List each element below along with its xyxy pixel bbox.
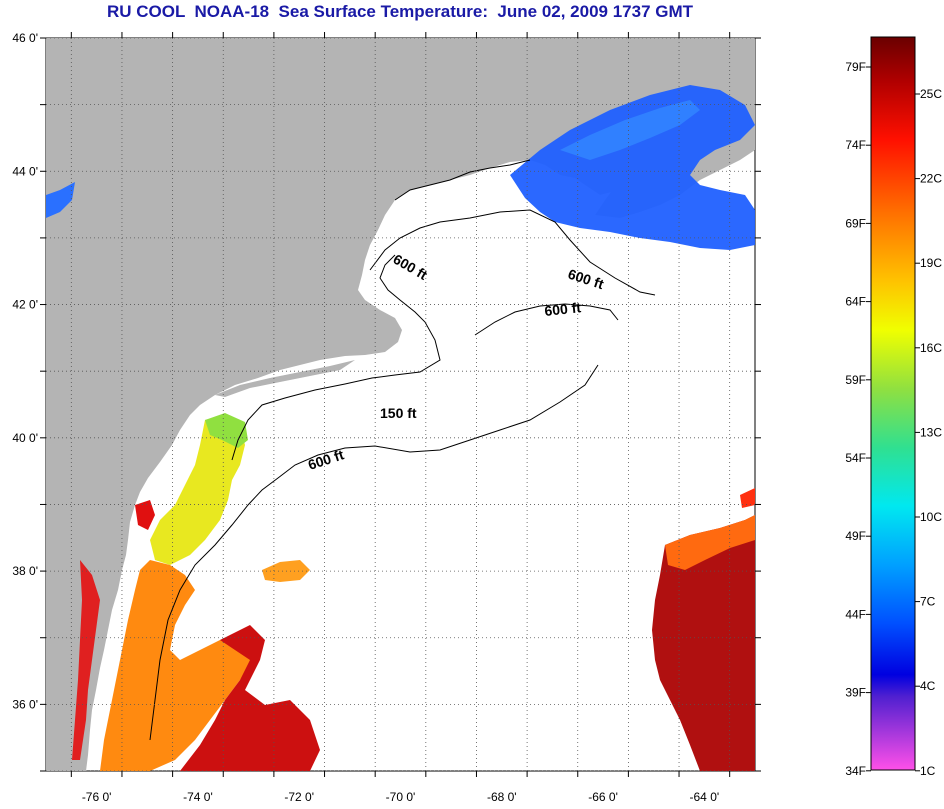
colorbar-c-label: 1C: [920, 764, 936, 778]
contour-600ft-shelf-break: [149, 364, 599, 741]
colorbar-c-label: 13C: [920, 425, 942, 439]
colorbar-c-label: 19C: [920, 256, 942, 270]
colorbar-c-label: 16C: [920, 341, 942, 355]
lat-tick-label: 42 0': [12, 298, 38, 312]
lon-tick-label: -74 0': [183, 790, 213, 804]
colorbar-c-label: 4C: [920, 679, 936, 693]
lon-tick-label: -70 0': [386, 790, 416, 804]
sst-upper-left-blue: [46, 182, 75, 218]
sst-shelf-green: [205, 413, 248, 448]
colorbar-f-label: 79F: [845, 60, 866, 74]
lat-tick-label: 38 0': [12, 564, 38, 578]
colorbar-c-label: 25C: [920, 87, 942, 101]
colorbar-f-label: 44F: [845, 607, 866, 621]
lat-tick-label: 36 0': [12, 697, 38, 711]
colorbar-f-label: 34F: [845, 764, 866, 778]
colorbar-f-label: 59F: [845, 373, 866, 387]
depth-label-150ft: 150 ft: [380, 405, 417, 421]
lon-tick-label: -72 0': [284, 790, 314, 804]
land-long-island: [215, 360, 355, 397]
land-canada-north: [470, 38, 755, 95]
lon-tick-label: -64 0': [690, 790, 720, 804]
colorbar-f-label: 54F: [845, 451, 866, 465]
sst-shelf-yellow: [150, 415, 245, 565]
sst-gulf-of-maine-cold: [510, 85, 755, 250]
colorbar-labels: 79F 74F 69F 64F 59F 54F 49F 44F 39F 34F 25C 22C 19C 1…: [845, 60, 942, 778]
contour-150ft: [231, 254, 441, 461]
contour-600ft-gulf-maine: [369, 209, 656, 296]
lon-tick-label: -76 0': [82, 790, 112, 804]
colorbar-f-label: 64F: [845, 295, 866, 309]
colorbar-f-label: 49F: [845, 529, 866, 543]
lat-tick-label: 46 0': [12, 31, 38, 45]
lon-tick-label: -66 0': [588, 790, 618, 804]
sst-chesapeake-red-bay: [72, 560, 100, 760]
land-northeast-us: [46, 38, 755, 771]
axis-ticks: 46 0' 44 0' 42 0' 40 0' 38 0' 36 0' -76 0' -74 …: [12, 31, 761, 804]
sst-gulf-stream-orange-edge: [665, 515, 755, 570]
contour-600ft-georges: [474, 303, 619, 336]
lat-tick-label: 44 0': [12, 164, 38, 178]
colorbar-c-label: 10C: [920, 510, 942, 524]
depth-label-600ft-c: 600 ft: [544, 299, 582, 319]
sst-gulf-stream-east: [652, 515, 755, 771]
colorbar: [870, 36, 916, 771]
sst-bay-of-fundy: [560, 100, 700, 160]
colorbar-f-label: 74F: [845, 138, 866, 152]
colorbar-f-label: 39F: [845, 686, 866, 700]
contour-coastal: [394, 159, 531, 201]
colorbar-c-label: 7C: [920, 595, 936, 609]
map-title: RU COOL NOAA-18 Sea Surface Temperature:…: [106, 2, 694, 21]
sst-south-red: [180, 625, 320, 771]
lat-tick-label: 40 0': [12, 431, 38, 445]
lon-tick-label: -68 0': [487, 790, 517, 804]
sst-chesapeake-orange: [100, 560, 260, 771]
sst-delaware-red: [135, 500, 155, 530]
sst-gulf-stream-red-edge: [740, 488, 755, 508]
colorbar-c-label: 22C: [920, 172, 942, 186]
colorbar-f-label: 69F: [845, 216, 866, 230]
